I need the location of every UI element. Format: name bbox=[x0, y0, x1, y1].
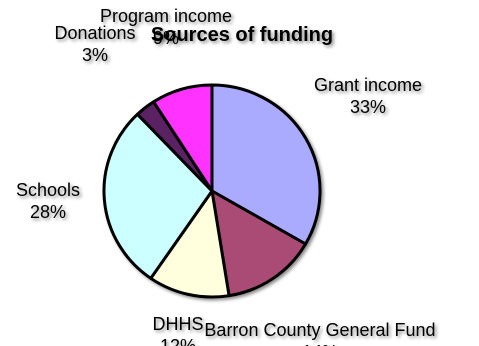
pie-slice-grant-income bbox=[210, 83, 322, 246]
pie-slices bbox=[102, 83, 322, 299]
pie-slice-program-income bbox=[152, 83, 214, 193]
slice-label: Schools 28% bbox=[16, 180, 80, 222]
slice-label: Program income 9% bbox=[100, 6, 232, 48]
slice-labels: Grant income 33% Barron County General Fun… bbox=[16, 6, 436, 346]
slice-label-value: 3% bbox=[82, 45, 108, 65]
chart-title: Sources of funding bbox=[151, 24, 333, 46]
slice-label-value: 9% bbox=[153, 28, 179, 48]
pie-slice-dhhs bbox=[149, 189, 231, 299]
slice-label-value: 12% bbox=[160, 336, 196, 346]
slice-label-value: 14% bbox=[302, 342, 338, 346]
slice-label-name: Schools bbox=[16, 180, 80, 200]
pie-slice-schools bbox=[102, 112, 214, 280]
pie-slice-barron-county-general-fund bbox=[210, 189, 308, 298]
slice-label: Grant income 33% bbox=[314, 75, 422, 117]
slice-label-name: Donations bbox=[54, 23, 135, 43]
slice-label-name: DHHS bbox=[152, 314, 203, 334]
slice-label: Donations 3% bbox=[54, 23, 135, 65]
slice-label-name: Program income bbox=[100, 6, 232, 26]
slice-label: DHHS 12% bbox=[152, 314, 203, 346]
slice-label-value: 33% bbox=[350, 97, 386, 117]
slice-label-value: 28% bbox=[30, 202, 66, 222]
slice-label: Barron County General Fund 14% bbox=[204, 320, 435, 346]
slice-label-name: Grant income bbox=[314, 75, 422, 95]
slice-label-name: Barron County General Fund bbox=[204, 320, 435, 340]
